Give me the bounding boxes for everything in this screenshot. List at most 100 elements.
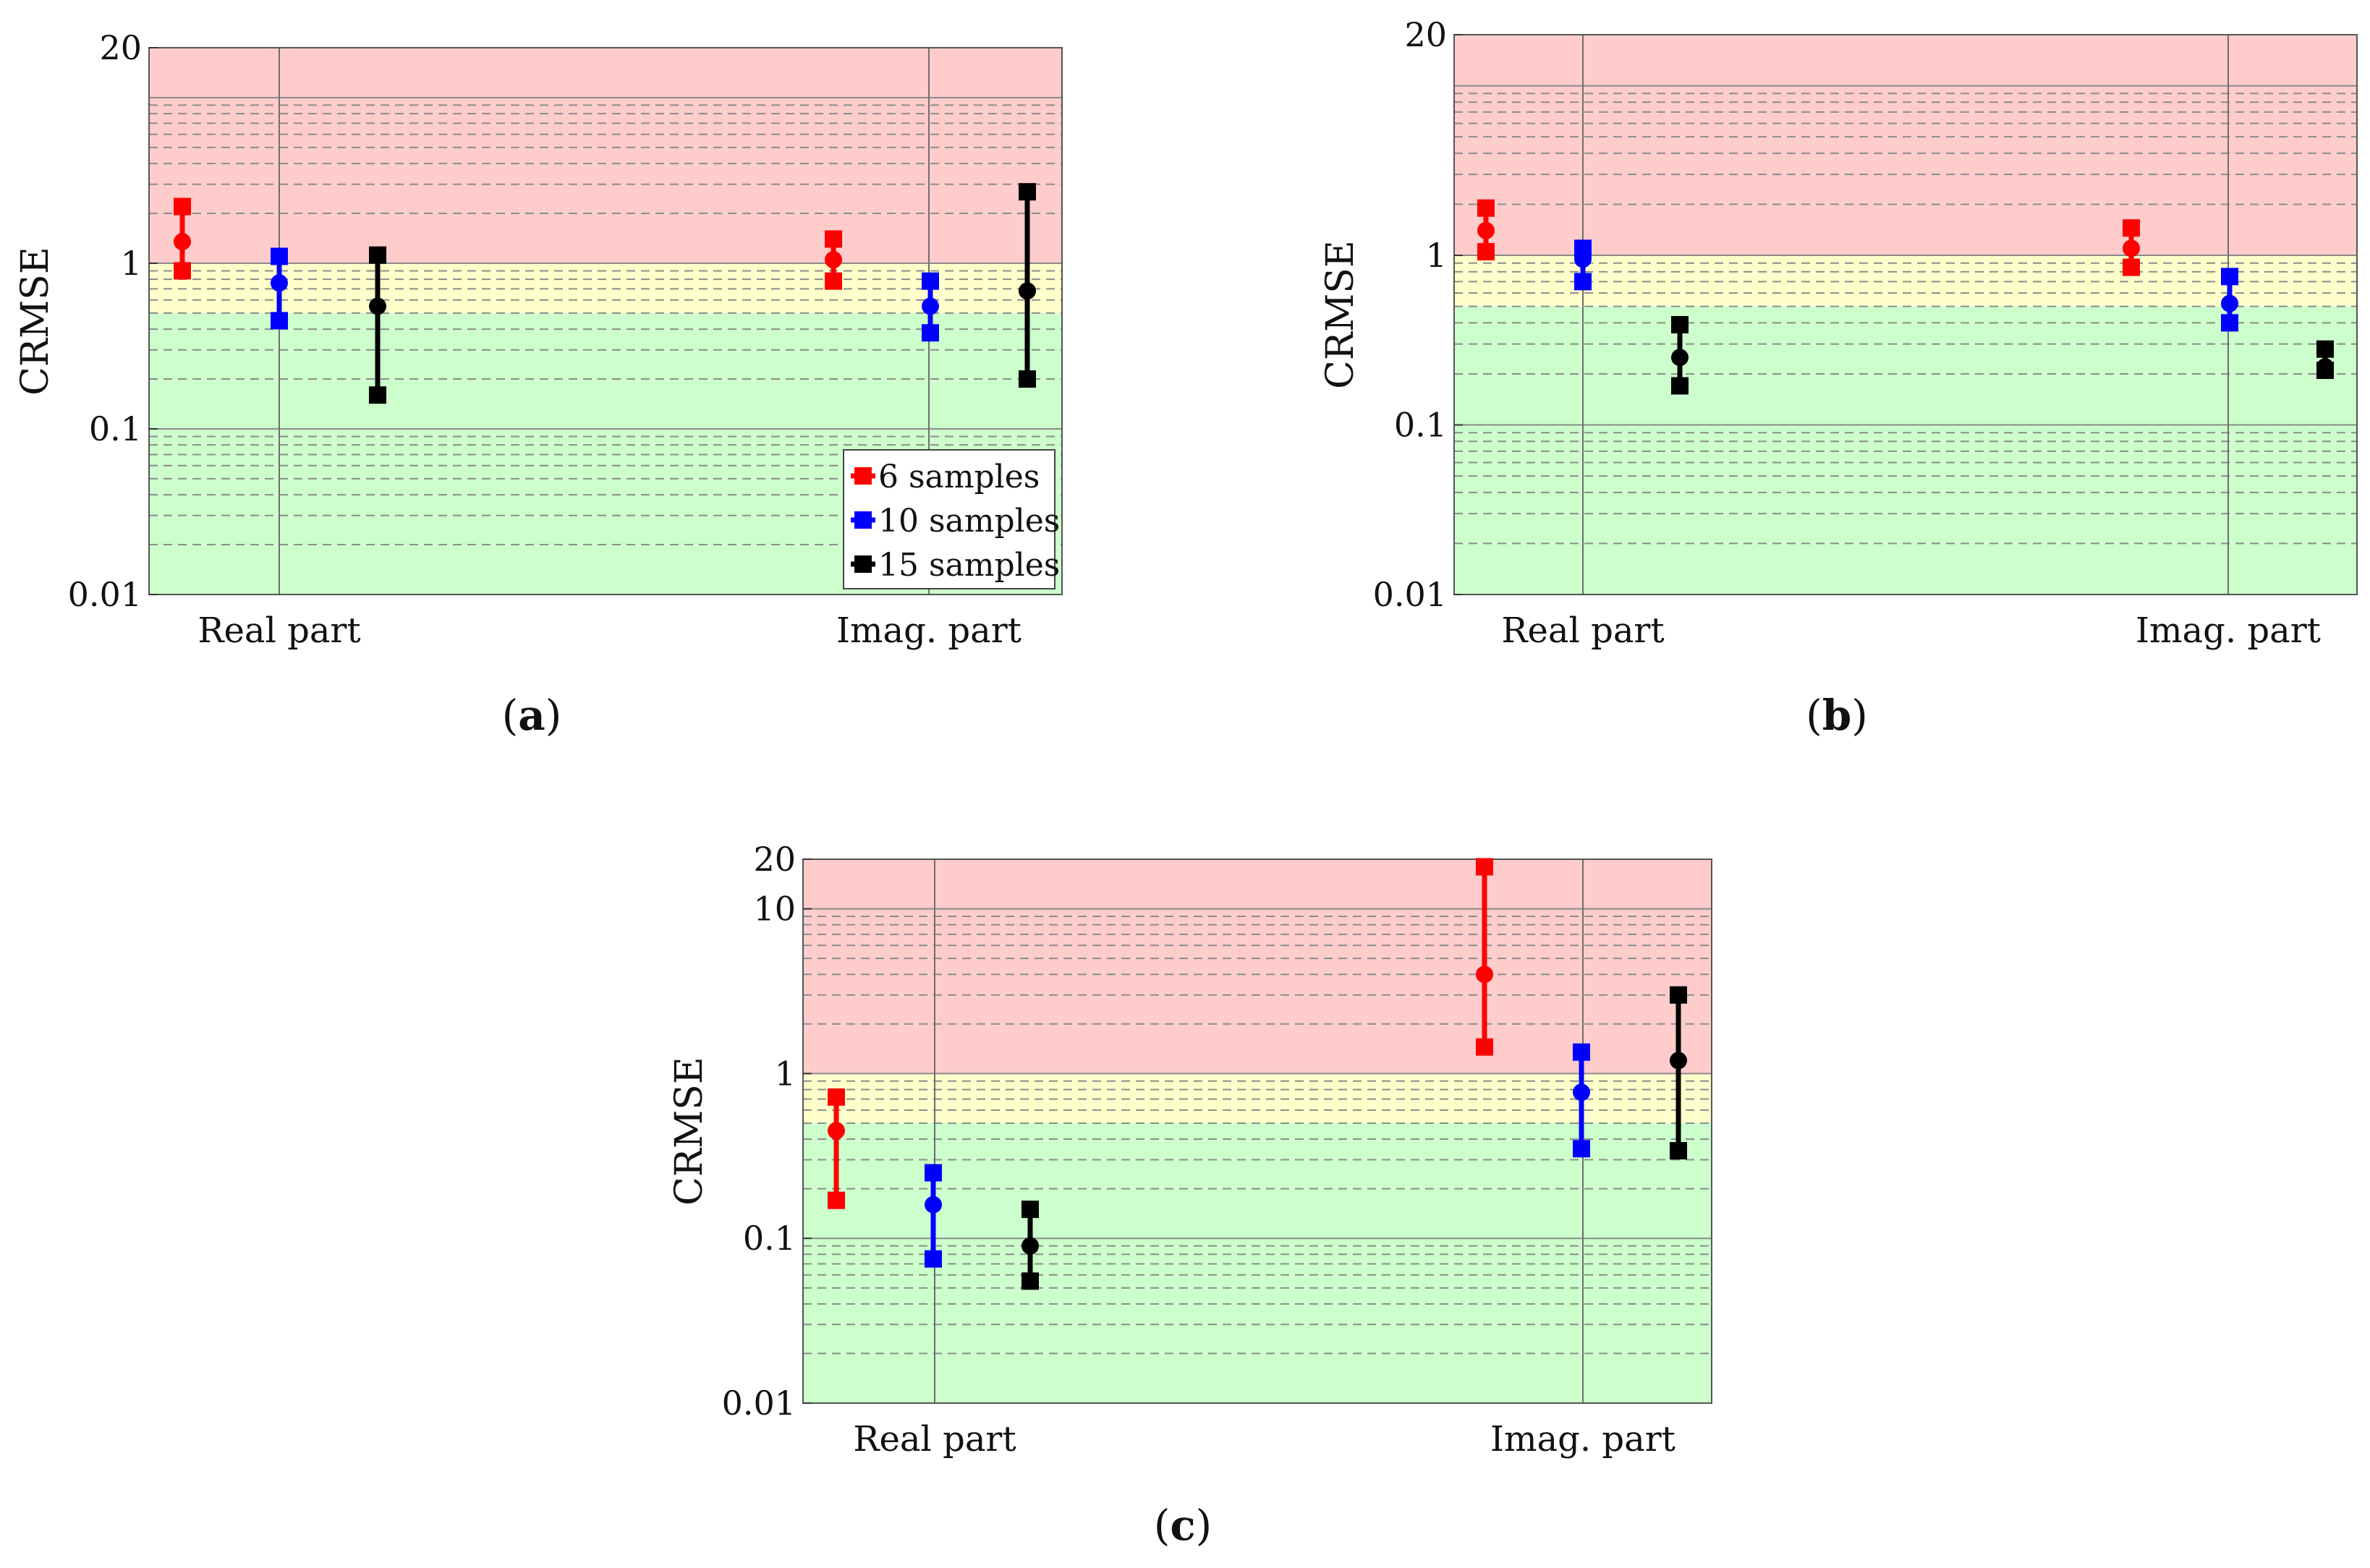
errorbar-mid-marker-a <box>1019 282 1036 300</box>
category-label-b: Imag. part <box>2136 610 2321 651</box>
category-label-c: Real part <box>853 1419 1016 1460</box>
axes-box-c <box>802 858 1712 1404</box>
errorbar-high-marker-c <box>1573 1043 1590 1061</box>
ylabel-a: CRMSE <box>14 247 57 396</box>
ytick-label-b: 0.01 <box>1373 575 1447 614</box>
zone-b-1 <box>1454 255 2357 307</box>
category-label-b: Real part <box>1501 610 1664 651</box>
ytick-label-a: 1 <box>121 244 142 283</box>
errorbar-high-marker-c <box>1022 1201 1039 1219</box>
errorbar-high-marker-a <box>174 197 191 216</box>
errorbar-high-marker-a <box>1019 183 1036 201</box>
ytick-label-c: 10 <box>753 890 796 929</box>
ytick-label-c: 1 <box>775 1054 796 1093</box>
errorbar-mid-marker-c <box>1573 1083 1590 1102</box>
legend-marker <box>854 467 872 485</box>
ytick-label-c: 0.01 <box>722 1384 796 1423</box>
errorbar-high-marker-a <box>825 230 842 248</box>
ytick-label-a: 0.01 <box>68 575 142 614</box>
ytick-label-b: 20 <box>1404 15 1447 54</box>
errorbar-low-marker-b <box>1671 377 1689 395</box>
panel-label-a: (a) <box>501 691 562 740</box>
panel-label-c: (c) <box>1153 1501 1212 1550</box>
errorbar-low-marker-c <box>925 1250 942 1268</box>
errorbar-high-marker-a <box>271 247 288 265</box>
legend-entry-label: 6 samples <box>878 459 1040 495</box>
errorbar-low-marker-b <box>2221 314 2238 332</box>
errorbar-low-marker-a <box>825 272 842 290</box>
errorbar-low-marker-a <box>1019 370 1036 388</box>
legend-marker <box>854 511 872 529</box>
errorbar-mid-marker-b <box>2316 358 2334 376</box>
errorbar-high-marker-b <box>1671 315 1689 333</box>
errorbar-mid-marker-a <box>174 233 191 251</box>
errorbar-low-marker-c <box>828 1191 845 1209</box>
errorbar-high-marker-c <box>1670 986 1687 1004</box>
errorbar-high-marker-b <box>2123 219 2140 237</box>
legend-marker <box>854 555 872 573</box>
ytick-label-b: 0.1 <box>1394 406 1447 445</box>
zone-b-0 <box>1454 306 2357 595</box>
category-label-a: Imag. part <box>836 610 1022 651</box>
panel-label-a-letter: a <box>518 691 545 740</box>
errorbar-mid-marker-a <box>825 251 842 269</box>
chart-a: 0.01 0.1 1 20 CRMSE Real part Imag. part 6 samp… <box>14 28 1063 651</box>
ytick-label-a: 0.1 <box>89 409 142 448</box>
errorbar-high-marker-a <box>922 272 939 290</box>
errorbar-low-marker-a <box>271 312 288 330</box>
errorbar-high-marker-c <box>1476 858 1493 876</box>
errorbar-high-marker-b <box>2221 268 2238 286</box>
ytick-label-c: 20 <box>753 840 796 879</box>
zone-c-2 <box>803 859 1712 1074</box>
errorbar-mid-marker-b <box>1574 250 1592 268</box>
ytick-label-a: 20 <box>99 28 142 67</box>
errorbar-mid-marker-a <box>271 274 288 292</box>
zone-a-2 <box>149 48 1062 263</box>
errorbar-mid-marker-c <box>925 1196 942 1214</box>
errorbar-mid-marker-b <box>1671 349 1689 367</box>
chart-c: 0.01 0.1 1 10 20 CRMSE Real part Imag. part <box>668 840 1712 1460</box>
ylabel-c: CRMSE <box>668 1057 711 1206</box>
errorbar-mid-marker-a <box>922 297 939 315</box>
category-label-c: Imag. part <box>1490 1419 1675 1460</box>
errorbar-mid-marker-c <box>828 1122 845 1140</box>
errorbar-low-marker-c <box>1476 1038 1493 1056</box>
errorbar-mid-marker-b <box>2123 239 2140 257</box>
legend-entry-label: 15 samples <box>878 547 1060 584</box>
errorbar-low-marker-b <box>1574 273 1592 291</box>
errorbar-low-marker-a <box>174 262 191 280</box>
errorbar-mid-marker-c <box>1476 966 1493 984</box>
axes-box-a <box>148 47 1063 595</box>
errorbar-high-marker-c <box>925 1164 942 1182</box>
errorbar-low-marker-a <box>369 386 386 404</box>
errorbar-mid-marker-b <box>1477 221 1495 239</box>
panel-label-b-letter: b <box>1822 691 1852 740</box>
zone-b-2 <box>1454 35 2357 256</box>
errorbar-low-marker-a <box>922 324 939 342</box>
errorbar-low-marker-b <box>2123 258 2140 276</box>
errorbar-high-marker-b <box>2316 340 2334 358</box>
errorbar-low-marker-c <box>1573 1140 1590 1158</box>
errorbar-low-marker-b <box>1477 243 1495 261</box>
errorbar-mid-marker-b <box>2221 294 2238 312</box>
errorbar-mid-marker-a <box>369 297 386 315</box>
zone-a-1 <box>149 263 1062 313</box>
category-label-a: Real part <box>198 610 360 651</box>
ytick-label-b: 1 <box>1426 236 1447 275</box>
errorbar-low-marker-c <box>1670 1142 1687 1160</box>
errorbar-low-marker-c <box>1022 1272 1039 1290</box>
ytick-label-c: 0.1 <box>743 1219 796 1258</box>
legend-box <box>843 449 1056 589</box>
legend-entry-label: 10 samples <box>878 503 1060 540</box>
chart-b: 0.01 0.1 1 20 CRMSE Real part Imag. part <box>1319 15 2358 651</box>
errorbar-mid-marker-c <box>1022 1237 1039 1255</box>
panel-label-b: (b) <box>1806 691 1868 740</box>
axes-box-b <box>1453 34 2358 595</box>
errorbar-high-marker-a <box>369 246 386 264</box>
errorbar-high-marker-c <box>828 1088 845 1106</box>
panel-label-c-letter: c <box>1170 1501 1196 1550</box>
ylabel-b: CRMSE <box>1319 240 1362 389</box>
errorbar-high-marker-b <box>1477 199 1495 217</box>
errorbar-mid-marker-c <box>1670 1052 1687 1070</box>
